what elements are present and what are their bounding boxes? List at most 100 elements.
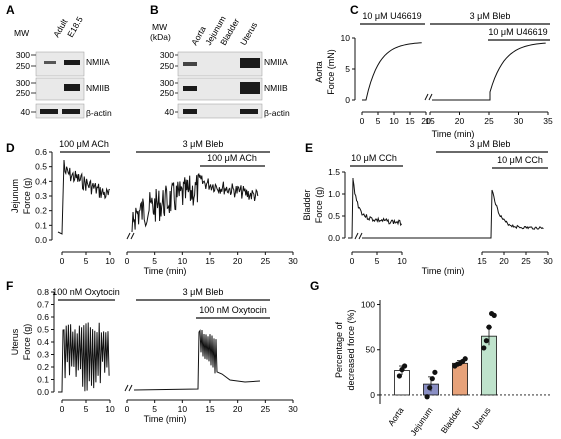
bladder-y-tick-label: 1.0 <box>328 189 340 199</box>
uterus-right-x-tick-label: 0 <box>125 404 130 414</box>
bar-chart-ylabel-2: decreased force (%) <box>346 309 356 390</box>
panel-label-f: F <box>6 279 13 293</box>
blot-a-mw-marker: 250 <box>16 88 30 98</box>
data-point <box>424 394 430 400</box>
bladder-left-x-tick-label: 0 <box>350 256 355 266</box>
aorta-treatment-2: 3 μM Bleb <box>470 11 511 21</box>
aorta-xlabel: Time (min) <box>432 129 475 139</box>
aorta-trace-1 <box>362 42 422 101</box>
blot-a-mw-marker: 40 <box>21 107 31 117</box>
bar-category-label: Aorta <box>386 405 406 428</box>
jejunum-axis-break <box>126 232 135 240</box>
aorta-trace-2 <box>432 42 546 101</box>
blot-b-col-label: Uterus <box>238 20 259 47</box>
blot-a-band-nmiia-adult <box>44 61 56 64</box>
jejunum-ylabel-2: Force (g) <box>22 178 32 215</box>
aorta-right-x-tick-label: 30 <box>514 116 524 126</box>
blot-b-mw-unit: (kDa) <box>150 32 171 42</box>
jejunum-ylabel-1: Jejunum <box>10 179 20 213</box>
aorta-y-tick-label: 10 <box>341 33 351 43</box>
bladder-right-x-tick-label: 15 <box>477 256 487 266</box>
bladder-left-x-tick-label: 10 <box>397 256 407 266</box>
jejunum-right-x-tick-label: 0 <box>125 256 130 266</box>
jejunum-treatment-1: 100 μM ACh <box>59 139 109 149</box>
blot-a-band-actin-e185 <box>62 109 80 114</box>
blot-b-mw-title: MW <box>152 22 167 32</box>
blot-b-row-actin: β-actin <box>264 108 290 118</box>
uterus-xlabel: Time (min) <box>144 414 187 424</box>
blot-b-band-actin-uterus <box>240 109 258 114</box>
bladder-y-tick-label: 0.5 <box>328 211 340 221</box>
blot-a-actin-membrane <box>35 103 85 119</box>
bladder-right-x-tick-label: 20 <box>499 256 509 266</box>
aorta-left-x-tick-label: 10 <box>389 116 399 126</box>
blot-a-band-actin-adult <box>40 109 58 114</box>
bladder-treatment-1: 10 μM CCh <box>351 153 397 163</box>
aorta-left-x-tick-label: 15 <box>405 116 415 126</box>
aorta-right-x-tick-label: 15 <box>425 116 435 126</box>
bladder-ylabel-2: Force (g) <box>314 187 324 224</box>
aorta-y-tick-label: 0 <box>345 95 350 105</box>
jejunum-trace-2 <box>131 172 259 233</box>
panel-label-g: G <box>310 279 319 293</box>
jejunum-left-x-tick-label: 0 <box>60 256 65 266</box>
blot-a-mw-title: MW <box>14 28 29 38</box>
bladder-trace-1 <box>348 177 402 239</box>
bar-chart-ylabel-1: Percentage of <box>334 321 344 378</box>
bladder-xlabel: Time (min) <box>422 266 465 276</box>
aorta-right-x-tick-label: 20 <box>455 116 465 126</box>
uterus-left-x-tick-label: 5 <box>84 404 89 414</box>
uterus-y-tick-label: 0.4 <box>37 337 49 347</box>
blot-a-row-nmiib: NMIIB <box>86 83 110 93</box>
uterus-left-x-tick-label: 0 <box>60 404 65 414</box>
aorta-ylabel-2: Force (mN) <box>326 49 336 95</box>
aorta-axis-break <box>424 93 433 101</box>
uterus-treatment-3: 100 nM Oxytocin <box>199 305 267 315</box>
blot-b-band-nmiib-aorta <box>183 86 197 91</box>
jejunum-right-x-tick-label: 5 <box>152 256 157 266</box>
aorta-left-x-tick-label: 0 <box>360 116 365 126</box>
aorta-left-x-tick-label: 20 <box>421 116 431 126</box>
jejunum-left-x-tick-label: 5 <box>84 256 89 266</box>
blot-a-mw-marker: 250 <box>16 61 30 71</box>
blot-a-mw-marker: 300 <box>16 50 30 60</box>
blot-a-col-e185: E18.5 <box>65 15 85 39</box>
jejunum-right-x-tick-label: 25 <box>261 256 271 266</box>
blot-b-row-nmiib: NMIIB <box>264 83 288 93</box>
uterus-y-tick-label: 0.8 <box>37 287 49 297</box>
uterus-y-tick-label: 0.5 <box>37 325 49 335</box>
bar-chart-y-tick-label: 100 <box>361 300 375 310</box>
blot-a-row-nmiia: NMIIA <box>86 57 110 67</box>
uterus-right-x-tick-label: 30 <box>288 404 298 414</box>
jejunum-y-tick-label: 0.3 <box>35 191 47 201</box>
aorta-y-tick-label: 5 <box>345 64 350 74</box>
bar-category-label: Jejunum <box>408 405 435 437</box>
blot-a-row-actin: β-actin <box>86 108 112 118</box>
jejunum-right-x-tick-label: 15 <box>205 256 215 266</box>
bladder-y-tick-label: 0.0 <box>328 233 340 243</box>
data-point <box>399 367 405 373</box>
bladder-treatment-3: 10 μM CCh <box>497 155 543 165</box>
bladder-ylabel-1: Bladder <box>302 189 312 220</box>
uterus-y-tick-label: 0.6 <box>37 312 49 322</box>
uterus-trace-1 <box>58 322 110 393</box>
uterus-y-tick-label: 0.7 <box>37 300 49 310</box>
bladder-left-x-tick-label: 5 <box>375 256 380 266</box>
blot-b-mw-marker: 40 <box>165 107 175 117</box>
blot-b-mw-marker: 300 <box>160 50 174 60</box>
panel-label-a: A <box>6 3 15 17</box>
blot-b-band-actin-aorta <box>183 109 197 114</box>
panel-label-c: C <box>350 3 359 17</box>
data-point <box>429 376 435 382</box>
aorta-treatment-1: 10 μM U46619 <box>362 11 421 21</box>
bar-category-label: Bladder <box>439 405 464 435</box>
bladder-treatment-2: 3 μM Bleb <box>470 139 511 149</box>
blot-a-band-nmiib-e185 <box>64 84 80 91</box>
uterus-right-x-tick-label: 20 <box>233 404 243 414</box>
blot-a-band-nmiia-e185 <box>64 60 80 65</box>
jejunum-xlabel: Time (min) <box>144 266 187 276</box>
jejunum-right-x-tick-label: 30 <box>288 256 298 266</box>
uterus-right-x-tick-label: 5 <box>152 404 157 414</box>
jejunum-y-tick-label: 0.4 <box>35 176 47 186</box>
jejunum-y-tick-label: 0.1 <box>35 220 47 230</box>
